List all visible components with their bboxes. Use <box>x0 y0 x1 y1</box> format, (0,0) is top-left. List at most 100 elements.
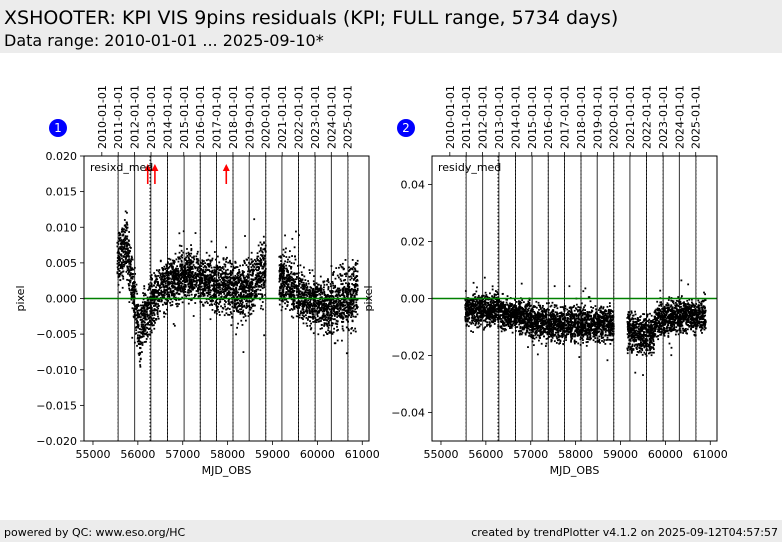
data-point <box>199 278 202 280</box>
data-point <box>161 294 163 297</box>
data-point <box>151 314 154 317</box>
data-point <box>345 314 347 317</box>
data-point <box>216 291 219 294</box>
data-point <box>259 279 262 282</box>
data-point <box>489 304 492 307</box>
data-point <box>233 292 236 295</box>
data-point <box>230 284 233 286</box>
data-point <box>352 302 355 305</box>
data-point <box>481 294 484 297</box>
data-point <box>249 294 252 297</box>
data-point <box>122 228 124 231</box>
data-point <box>190 298 193 301</box>
data-point <box>230 312 233 315</box>
data-point <box>345 326 348 329</box>
data-point <box>196 281 198 284</box>
data-point <box>476 326 479 329</box>
data-point <box>148 314 150 317</box>
data-point <box>285 291 288 294</box>
data-point <box>221 267 224 269</box>
data-point <box>155 289 157 292</box>
data-point <box>470 322 473 325</box>
data-point <box>118 239 121 242</box>
data-point <box>312 320 315 323</box>
data-point <box>139 364 142 366</box>
data-point <box>253 278 255 281</box>
data-point <box>122 243 125 245</box>
data-point <box>476 308 478 311</box>
data-point <box>341 325 344 328</box>
data-point <box>318 317 321 320</box>
data-point <box>134 289 137 292</box>
data-point <box>129 261 131 264</box>
data-point <box>236 266 239 268</box>
data-point <box>293 283 296 286</box>
data-point <box>210 266 213 269</box>
data-point <box>180 249 183 252</box>
data-point <box>157 284 160 287</box>
data-point <box>142 313 144 315</box>
data-point <box>255 260 257 263</box>
data-point <box>216 255 219 258</box>
data-point <box>175 267 178 270</box>
data-point <box>317 303 320 305</box>
data-point <box>207 289 210 292</box>
data-point <box>210 300 213 303</box>
data-point <box>287 283 290 286</box>
data-point <box>192 280 195 283</box>
data-point <box>174 271 177 274</box>
data-point <box>238 303 241 306</box>
data-point <box>198 270 201 273</box>
data-point <box>236 302 239 304</box>
data-point <box>188 286 191 288</box>
data-point <box>123 245 126 247</box>
data-point <box>189 290 192 293</box>
data-point <box>251 264 254 267</box>
data-point <box>129 269 132 272</box>
data-point <box>279 276 281 279</box>
data-point <box>187 274 190 277</box>
data-point <box>215 273 217 276</box>
data-point <box>316 315 319 318</box>
data-point <box>239 294 241 297</box>
data-point <box>235 292 237 295</box>
data-point <box>175 286 177 289</box>
data-point <box>469 299 472 302</box>
data-point <box>189 276 192 279</box>
data-point <box>286 300 288 303</box>
data-point <box>185 262 188 264</box>
data-point <box>118 264 121 267</box>
data-point <box>304 289 307 292</box>
data-point <box>214 295 217 297</box>
data-point <box>487 311 490 314</box>
data-point <box>284 267 286 270</box>
data-point <box>169 273 172 276</box>
x-tick-label: 55000 <box>75 448 110 461</box>
data-point <box>148 306 151 309</box>
data-point <box>203 288 206 291</box>
data-point <box>177 280 180 283</box>
data-point <box>207 279 210 282</box>
data-point <box>169 304 172 307</box>
data-point <box>310 292 313 295</box>
data-point <box>354 327 357 330</box>
data-point <box>311 308 314 311</box>
data-point <box>249 270 251 273</box>
data-point <box>253 269 255 272</box>
data-point <box>141 313 143 315</box>
data-point <box>466 312 469 314</box>
data-point <box>243 271 245 273</box>
data-point <box>242 351 245 353</box>
data-point <box>217 308 219 311</box>
data-point <box>294 281 297 283</box>
data-point <box>132 295 135 298</box>
data-point <box>116 241 119 244</box>
data-point <box>308 310 311 312</box>
data-point <box>259 260 262 262</box>
data-point <box>195 277 197 279</box>
data-point <box>350 310 353 313</box>
data-point <box>204 276 206 278</box>
x-tick-label: 58000 <box>210 448 245 461</box>
data-point <box>336 296 339 299</box>
